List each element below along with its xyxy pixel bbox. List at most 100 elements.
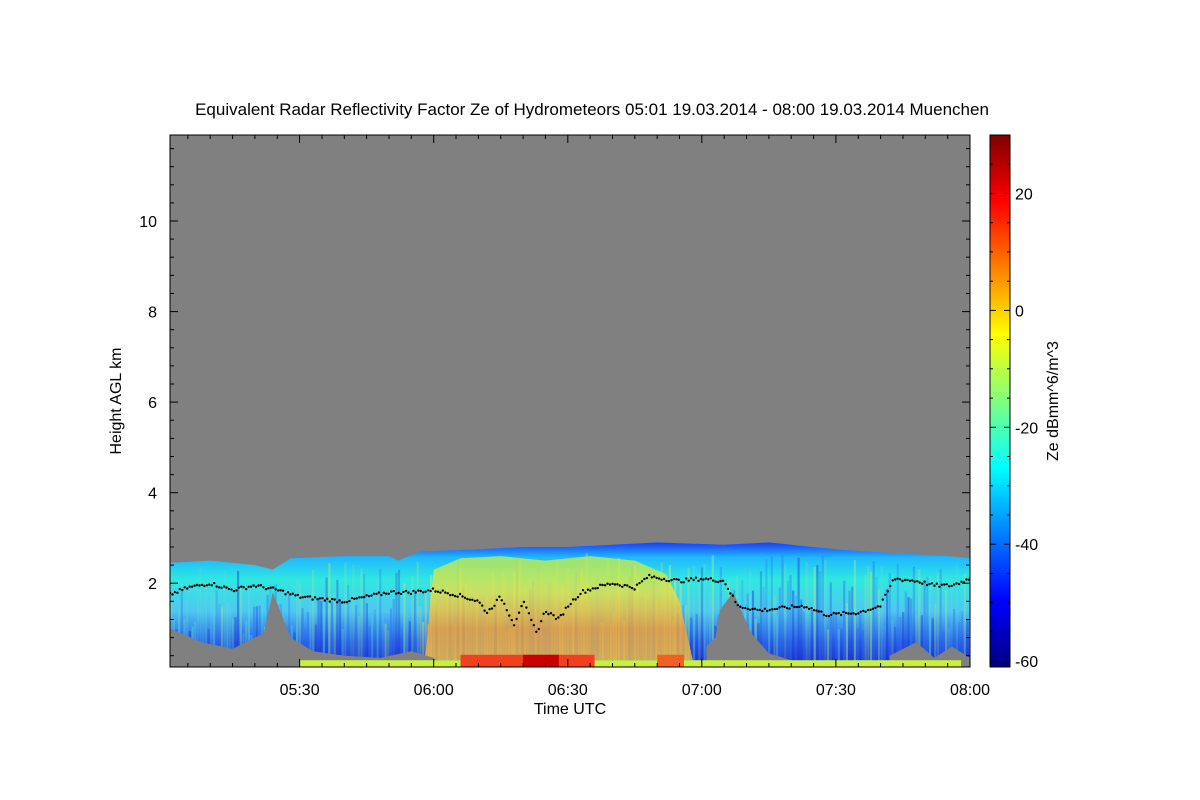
cloud-base-point xyxy=(753,607,757,610)
reflectivity-streak xyxy=(749,571,752,667)
cloud-base-point xyxy=(171,593,174,596)
reflectivity-streak xyxy=(411,576,414,667)
cloud-base-point xyxy=(557,616,560,619)
reflectivity-streak xyxy=(700,567,704,667)
cloud-base-point xyxy=(763,607,767,610)
cloud-base-point xyxy=(232,589,236,593)
cloud-base-point xyxy=(687,579,690,582)
reflectivity-streak xyxy=(344,562,347,667)
cloud-base-point xyxy=(795,605,798,609)
reflectivity-streak xyxy=(794,595,797,667)
colorbar-title: Ze dBmm^6/m^3 xyxy=(1045,341,1062,461)
cloud-base-point xyxy=(262,586,265,589)
reflectivity-streak xyxy=(416,561,419,667)
cloud-base-point xyxy=(237,586,240,589)
cloud-base-point xyxy=(866,608,870,612)
reflectivity-streak xyxy=(328,563,331,667)
reflectivity-streak xyxy=(867,566,870,667)
cloud-base-point xyxy=(788,607,791,610)
cloud-base-point xyxy=(321,597,324,600)
reflectivity-streak xyxy=(953,608,956,667)
cloud-base-point xyxy=(530,618,533,622)
reflectivity-streak xyxy=(926,576,929,667)
reflectivity-streak xyxy=(692,565,696,667)
cloud-base-point xyxy=(365,594,368,597)
cloud-base-point xyxy=(552,614,555,617)
cloud-base-point xyxy=(682,581,685,584)
cloud-base-point xyxy=(586,588,590,591)
reflectivity-streak xyxy=(773,595,776,667)
cloud-base-point xyxy=(692,578,695,582)
cloud-base-point xyxy=(952,583,956,586)
reflectivity-streak xyxy=(856,628,859,667)
cloud-base-point xyxy=(520,604,523,608)
reflectivity-streak xyxy=(706,608,709,667)
reflectivity-streak xyxy=(234,617,237,667)
cloud-base-point xyxy=(471,598,474,601)
cloud-base-point xyxy=(805,606,808,609)
reflectivity-streak xyxy=(824,559,827,667)
cloud-base-point xyxy=(702,578,705,581)
cloud-base-point xyxy=(419,589,422,593)
colorbar-gradient xyxy=(989,134,1011,668)
cloud-base-point xyxy=(308,595,312,598)
y-tick-label: 8 xyxy=(148,305,157,322)
cloud-base-point xyxy=(662,577,666,581)
reflectivity-streak xyxy=(301,608,304,667)
cloud-base-point xyxy=(485,611,489,615)
cloud-base-point xyxy=(751,607,754,611)
x-axis: 05:30 06:00 06:30 07:00 07:30 08:00 xyxy=(187,135,990,699)
cloud-base-point xyxy=(667,580,671,583)
cloud-base-point xyxy=(458,592,462,596)
reflectivity-streak xyxy=(837,629,840,667)
cloud-base-point xyxy=(417,589,420,592)
cloud-base-point xyxy=(608,583,612,586)
cloud-base-point xyxy=(960,580,963,583)
cloud-base-point xyxy=(220,586,223,589)
reflectivity-streak xyxy=(958,621,961,667)
reflectivity-streak xyxy=(333,593,336,667)
cloud-base-point xyxy=(277,589,280,592)
cloud-base-point xyxy=(267,587,270,590)
reflectivity-streak xyxy=(376,580,379,667)
cloud-base-point xyxy=(726,587,730,591)
cloud-base-point xyxy=(367,595,371,598)
echo-gap-middle xyxy=(706,592,814,667)
cloud-base-point xyxy=(945,583,948,586)
reflectivity-streak xyxy=(341,629,344,667)
reflectivity-streak xyxy=(810,609,814,667)
cloud-base-point xyxy=(648,573,651,577)
cloud-base-point xyxy=(257,584,260,587)
cloud-base-point xyxy=(780,605,784,608)
reflectivity-streak xyxy=(317,598,320,667)
cloud-base-point xyxy=(564,606,567,609)
surface-echo-band xyxy=(299,660,962,667)
cloud-base-point xyxy=(478,601,481,604)
cloud-base-point xyxy=(402,590,405,594)
cloud-base-point xyxy=(957,582,961,586)
reflectivity-streak xyxy=(789,575,792,667)
cloud-base-point xyxy=(825,614,828,618)
cloud-base-point xyxy=(830,613,833,617)
cloud-base-point xyxy=(579,592,582,596)
cloud-base-point xyxy=(193,584,196,587)
cloud-base-point xyxy=(505,609,508,612)
cloud-base-point xyxy=(704,577,708,580)
cloud-base-point xyxy=(596,586,599,590)
reflectivity-streak xyxy=(360,568,363,667)
cloud-base-point xyxy=(500,599,503,602)
reflectivity-streak xyxy=(864,575,867,667)
cloud-base-point xyxy=(862,609,865,613)
cloud-base-point xyxy=(532,624,535,627)
cloud-base-point xyxy=(355,597,358,600)
cloud-base-point xyxy=(697,579,700,583)
reflectivity-streak xyxy=(363,573,366,667)
cloud-base-point xyxy=(785,607,789,610)
cloud-base-point xyxy=(542,612,545,615)
cloud-base-point xyxy=(677,578,680,581)
cloud-base-point xyxy=(903,578,907,582)
reflectivity-streak xyxy=(325,577,328,667)
reflectivity-streak xyxy=(934,603,937,667)
cloud-base-point xyxy=(515,617,518,621)
